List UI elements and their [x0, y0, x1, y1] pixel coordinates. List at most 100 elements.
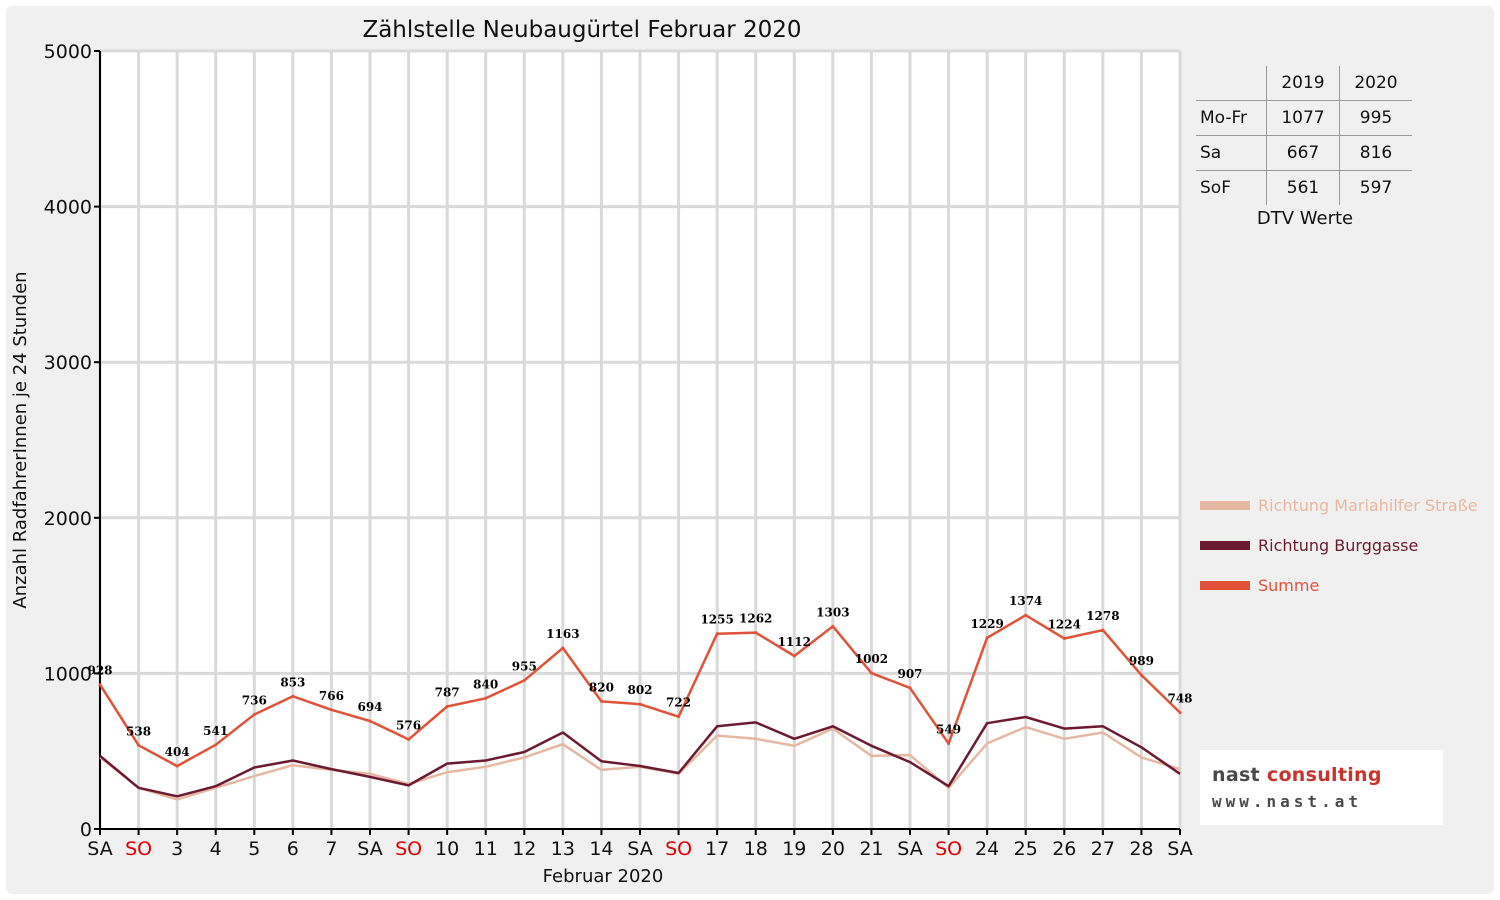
- x-tick-label: 4: [210, 838, 222, 860]
- legend-item-summe: Summe: [1200, 574, 1319, 596]
- legend-swatch: [1200, 500, 1250, 510]
- data-label: 404: [165, 745, 190, 759]
- data-label: 853: [280, 675, 305, 689]
- data-point: [715, 632, 719, 636]
- data-label: 1224: [1048, 618, 1081, 632]
- data-point: [677, 715, 681, 719]
- data-label: 1262: [739, 612, 772, 626]
- data-label: 840: [473, 677, 498, 691]
- x-tick-label: 27: [1091, 838, 1115, 860]
- dtv-value-2019: 667: [1266, 135, 1340, 171]
- data-label: 1112: [778, 635, 811, 649]
- dtv-table: 2019 2020 Mo-Fr 1077 995 Sa 667 816 SoF …: [1196, 66, 1412, 205]
- x-tick-label: 19: [782, 838, 806, 860]
- company-logo: nast consulting www.nast.at: [1200, 750, 1443, 825]
- dtv-row-label: Mo-Fr: [1196, 100, 1267, 136]
- x-tick-label: 20: [821, 838, 845, 860]
- x-tick-label: SA: [897, 838, 922, 860]
- data-label: 538: [126, 724, 151, 738]
- data-label: 802: [627, 683, 652, 697]
- dtv-value-2020: 597: [1339, 170, 1412, 205]
- x-tick-label: SA: [357, 838, 382, 860]
- x-tick-label: 21: [859, 838, 883, 860]
- x-tick-label: SO: [395, 838, 422, 860]
- x-tick-label: SO: [935, 838, 962, 860]
- series-line: [99, 715, 1181, 798]
- x-tick-label: 17: [705, 838, 729, 860]
- data-point: [1178, 711, 1182, 715]
- logo-name: nast consulting: [1212, 764, 1382, 786]
- x-tick-label: 25: [1014, 838, 1038, 860]
- data-point: [329, 708, 333, 712]
- data-point: [1024, 613, 1028, 617]
- data-point: [252, 712, 256, 716]
- legend-label: Richtung Burggasse: [1258, 535, 1419, 555]
- data-label: 955: [512, 659, 537, 673]
- dtv-header-2020: 2020: [1339, 66, 1412, 101]
- data-point: [175, 764, 179, 768]
- chart-title: Zählstelle Neubaugürtel Februar 2020: [362, 17, 801, 43]
- data-label: 549: [936, 723, 961, 737]
- logo-name-part1: nast: [1212, 764, 1260, 786]
- legend-item-burggasse: Richtung Burggasse: [1200, 534, 1418, 556]
- data-label: 1278: [1086, 609, 1119, 623]
- x-tick-label: 28: [1129, 838, 1153, 860]
- data-label: 1374: [1009, 594, 1042, 608]
- data-label: 576: [396, 718, 421, 732]
- dtv-value-2019: 1077: [1266, 100, 1340, 136]
- x-axis-title: Februar 2020: [543, 866, 664, 887]
- dtv-row-label: SoF: [1200, 178, 1231, 198]
- dtv-caption: DTV Werte: [1256, 208, 1354, 229]
- data-labels: 928 538 404 541 736 853 766 694 576 787 840 955 1163…: [87, 594, 1192, 759]
- x-tick-label: 11: [474, 838, 498, 860]
- y-tick-label: 0: [80, 819, 92, 841]
- legend-label: Summe: [1258, 575, 1320, 595]
- dtv-row-sa: Sa 667 816: [1196, 135, 1412, 171]
- y-axis-title: Anzahl RadfahrerInnen je 24 Stunden: [10, 271, 31, 608]
- dtv-row-mofr: Mo-Fr 1077 995: [1196, 100, 1412, 136]
- y-tick-label: 5000: [44, 41, 92, 63]
- data-point: [214, 743, 218, 747]
- data-point: [1062, 637, 1066, 641]
- data-point: [599, 699, 603, 703]
- dtv-header-empty: [1196, 66, 1267, 101]
- x-tick-label: 24: [975, 838, 999, 860]
- dtv-value-2020: 816: [1339, 135, 1412, 171]
- data-label: 541: [203, 724, 228, 738]
- x-tick-label: 10: [435, 838, 459, 860]
- legend-item-mariahilfer: Richtung Mariahilfer Straße: [1200, 494, 1478, 516]
- logo-name-part2: consulting: [1266, 764, 1382, 786]
- data-point: [1139, 673, 1143, 677]
- x-tick-label: 5: [248, 838, 260, 860]
- y-tick-label: 4000: [44, 197, 92, 219]
- x-tick-label: 3: [171, 838, 183, 860]
- x-tick-label: 26: [1052, 838, 1076, 860]
- data-label: 1255: [700, 613, 733, 627]
- x-tick-label: 14: [589, 838, 613, 860]
- data-label: 1303: [816, 605, 849, 619]
- data-point: [831, 624, 835, 628]
- data-point: [445, 705, 449, 709]
- data-label: 694: [357, 700, 382, 714]
- data-label: 766: [319, 689, 344, 703]
- data-point: [561, 646, 565, 650]
- data-point: [137, 743, 141, 747]
- data-label: 1002: [855, 652, 888, 666]
- x-tick-label: 18: [744, 838, 768, 860]
- data-label: 820: [589, 680, 614, 694]
- x-tick-label: SO: [125, 838, 152, 860]
- data-point: [522, 678, 526, 682]
- legend-swatch: [1200, 580, 1250, 590]
- y-tick-label: 3000: [44, 352, 92, 374]
- gridlines: [98, 49, 1182, 829]
- data-label: 1229: [970, 617, 1003, 631]
- data-point: [1101, 628, 1105, 632]
- data-point: [368, 719, 372, 723]
- data-point: [291, 694, 295, 698]
- data-point: [754, 631, 758, 635]
- series-lines: [98, 613, 1182, 801]
- data-point: [638, 702, 642, 706]
- data-label: 736: [242, 693, 267, 707]
